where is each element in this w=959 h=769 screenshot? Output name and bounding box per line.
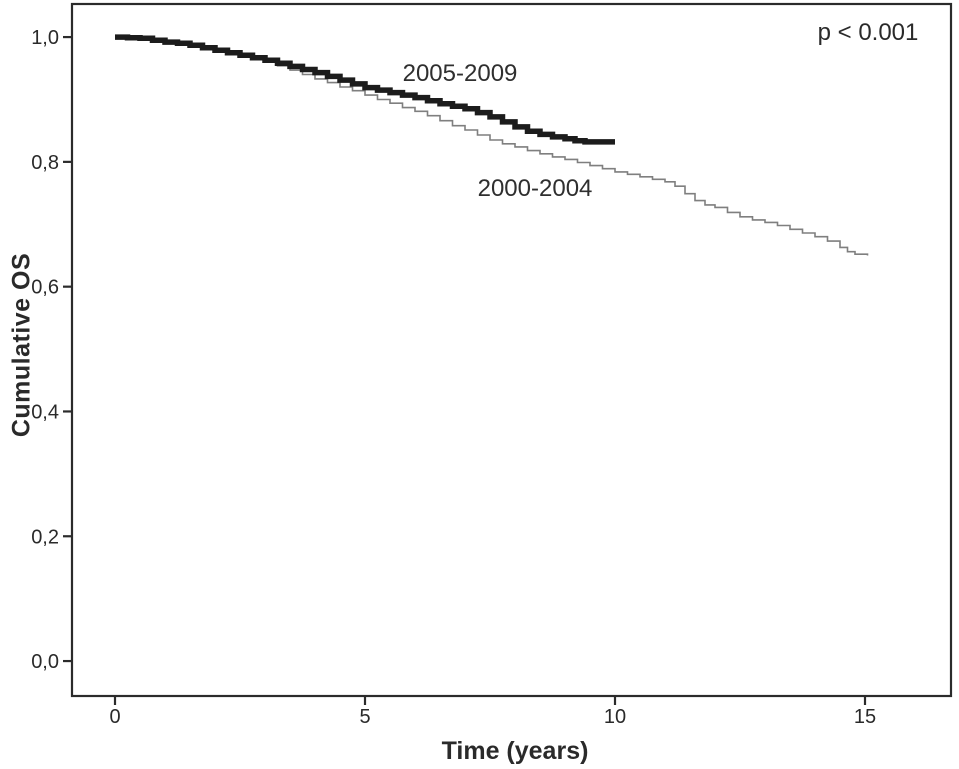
axis-ticks <box>63 35 867 705</box>
plot-frame <box>70 2 953 698</box>
survival-curves <box>115 34 869 256</box>
p-value-annotation: p < 0.001 <box>817 19 919 46</box>
survival-curve-2005-2009 <box>115 34 615 145</box>
x-axis-title: Time (years) <box>441 737 589 765</box>
y-axis-title: Cumulative OS <box>7 252 36 438</box>
y-tick-label: 0,0 <box>31 651 59 673</box>
x-tick-label: 10 <box>604 706 626 728</box>
y-tick-label: 0,8 <box>31 152 59 174</box>
axis-tick-labels: 0 5 10 15 0,0 0,2 0,4 0,6 0,8 1,0 <box>31 27 876 728</box>
plot-border <box>70 2 953 698</box>
x-tick-label: 5 <box>359 706 370 728</box>
y-tick-label: 0,6 <box>31 277 59 299</box>
curve-label-2005-2009: 2005-2009 <box>402 59 518 87</box>
y-tick-label: 0,2 <box>31 526 59 548</box>
y-tick-label: 0,4 <box>31 401 59 423</box>
x-tick-label: 15 <box>854 706 876 728</box>
curve-label-2000-2004: 2000-2004 <box>477 175 593 203</box>
y-tick-label: 1,0 <box>31 27 59 49</box>
x-tick-label: 0 <box>109 706 120 728</box>
